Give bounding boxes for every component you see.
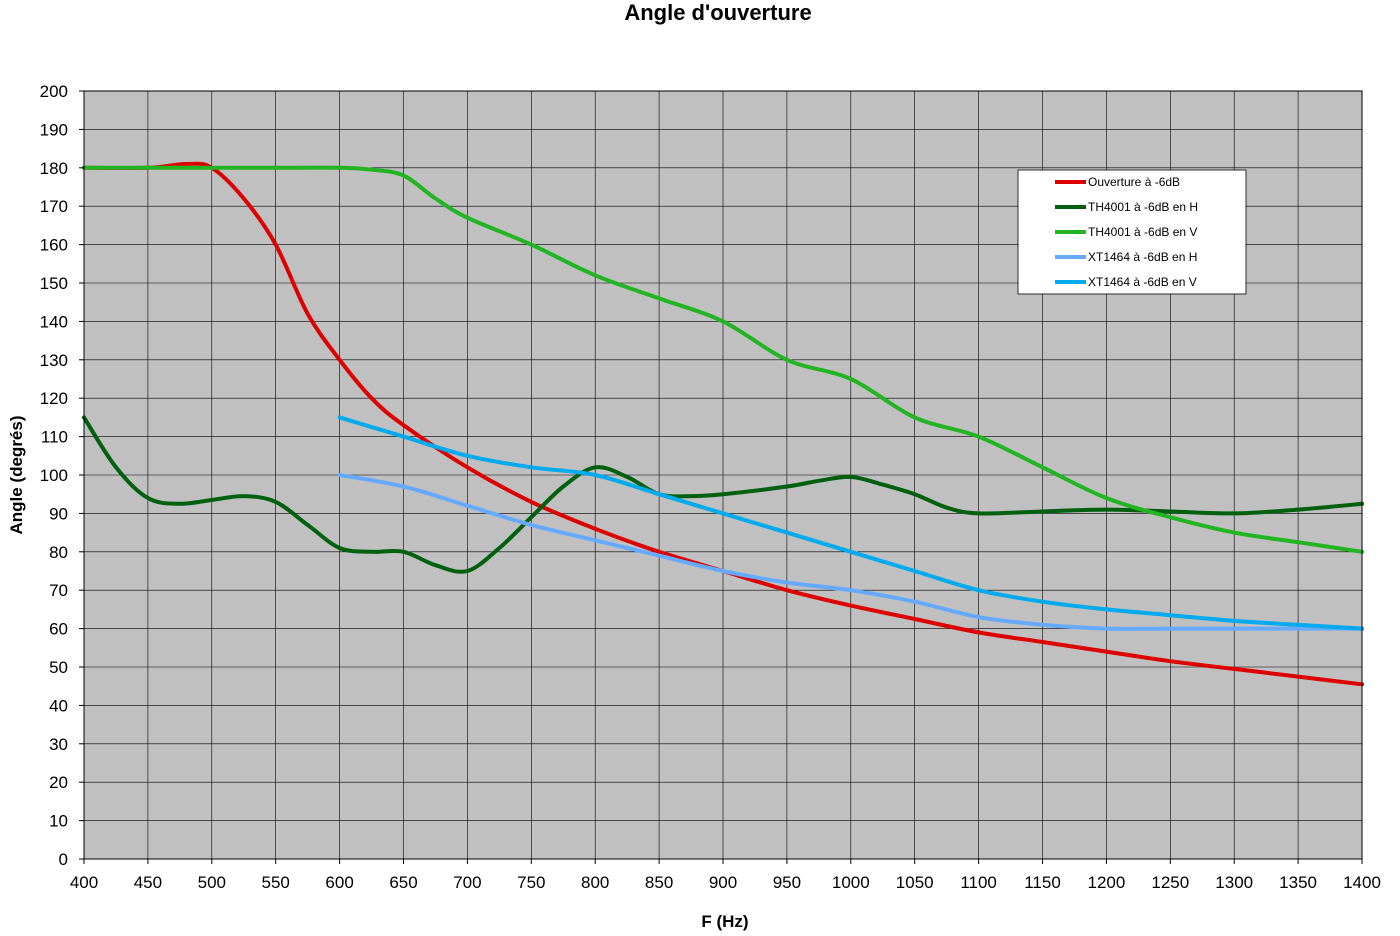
x-tick-label: 1150 xyxy=(1024,873,1061,892)
x-tick-label: 550 xyxy=(262,873,290,892)
x-tick-label: 450 xyxy=(134,873,162,892)
x-tick-label: 1300 xyxy=(1215,873,1253,892)
x-tick-label: 950 xyxy=(773,873,801,892)
series-lines xyxy=(82,161,1364,687)
series-line-1 xyxy=(82,161,1364,687)
y-tick-label: 120 xyxy=(40,389,68,408)
y-axis-title: Angle (degrés) xyxy=(7,415,26,534)
series-line-2 xyxy=(82,415,1364,574)
y-tick-label: 200 xyxy=(40,82,68,101)
y-tick-label: 20 xyxy=(49,773,68,792)
y-tick-label: 150 xyxy=(40,274,68,293)
x-tick-label: 800 xyxy=(581,873,609,892)
legend-label: Ouverture à -6dB xyxy=(1088,175,1180,189)
x-tick-label: 900 xyxy=(709,873,737,892)
x-tick-label: 700 xyxy=(453,873,481,892)
x-tick-label: 1100 xyxy=(960,873,997,892)
y-tick-label: 180 xyxy=(40,159,68,178)
y-tick-label: 90 xyxy=(49,504,68,523)
y-tick-label: 160 xyxy=(40,236,68,255)
legend-label: XT1464 à -6dB en H xyxy=(1088,250,1197,264)
y-tick-label: 100 xyxy=(40,466,68,485)
x-tick-label: 1200 xyxy=(1087,873,1125,892)
x-tick-label: 1000 xyxy=(832,873,870,892)
x-tick-label: 650 xyxy=(389,873,417,892)
x-tick-label: 750 xyxy=(517,873,545,892)
series-line-5 xyxy=(337,415,1364,631)
axis-ticks: 0 10 20 30 40 50 60 70 80 90 100 110 120 130 140 150 160… xyxy=(40,82,1381,892)
series-line-4 xyxy=(337,473,1364,631)
legend-label: TH4001 à -6dB en V xyxy=(1088,225,1197,239)
x-axis-title: F (Hz) xyxy=(701,912,748,931)
y-tick-label: 140 xyxy=(40,312,68,331)
x-tick-label: 850 xyxy=(645,873,673,892)
x-tick-label: 500 xyxy=(198,873,226,892)
y-tick-label: 80 xyxy=(49,543,68,562)
series-line-3 xyxy=(82,165,1364,554)
y-tick-label: 170 xyxy=(40,197,68,216)
legend: Ouverture à -6dB TH4001 à -6dB en H TH4001… xyxy=(1017,169,1247,295)
y-tick-label: 70 xyxy=(49,581,68,600)
legend-label: TH4001 à -6dB en H xyxy=(1088,200,1198,214)
x-tick-label: 1350 xyxy=(1279,873,1317,892)
x-tick-label: 400 xyxy=(70,873,98,892)
x-tick-label: 600 xyxy=(325,873,353,892)
y-tick-label: 40 xyxy=(49,696,68,715)
y-tick-label: 190 xyxy=(40,120,68,139)
y-tick-label: 60 xyxy=(49,620,68,639)
y-tick-label: 50 xyxy=(49,658,68,677)
y-tick-label: 130 xyxy=(40,351,68,370)
y-tick-label: 10 xyxy=(49,812,68,831)
y-tick-label: 30 xyxy=(49,735,68,754)
chart-title: Angle d'ouverture xyxy=(624,0,812,25)
x-tick-label: 1250 xyxy=(1151,873,1189,892)
x-tick-label: 1400 xyxy=(1343,873,1381,892)
x-tick-label: 1050 xyxy=(896,873,934,892)
y-tick-label: 110 xyxy=(41,428,68,447)
y-tick-label: 0 xyxy=(59,850,68,869)
legend-label: XT1464 à -6dB en V xyxy=(1088,275,1197,289)
